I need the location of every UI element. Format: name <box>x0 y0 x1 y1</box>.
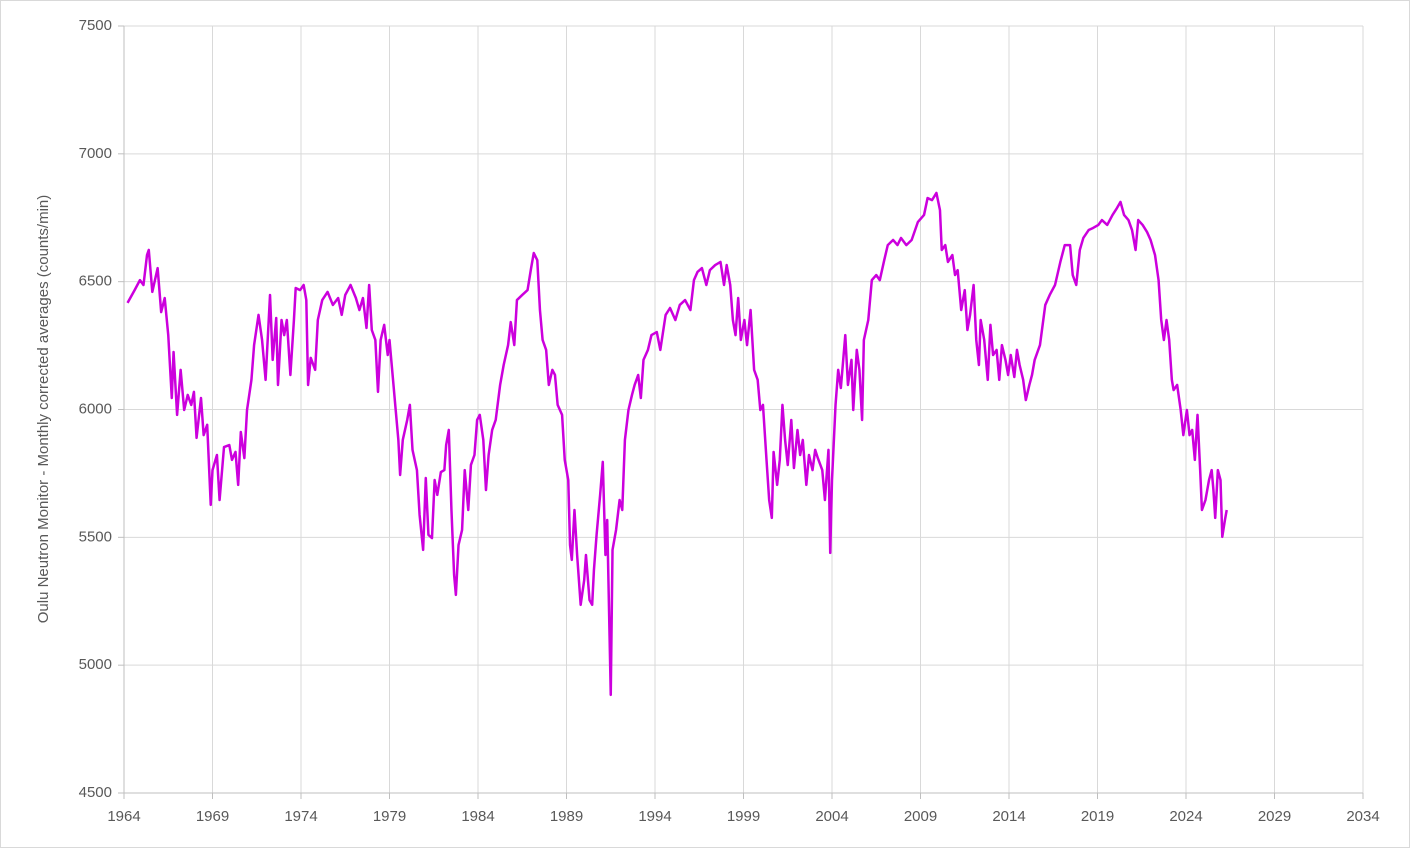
x-tick-label: 2004 <box>815 808 848 825</box>
x-tick-label: 2029 <box>1258 808 1291 825</box>
x-tick-label: 1969 <box>196 808 229 825</box>
y-tick-label: 7000 <box>79 145 112 162</box>
x-tick-label: 1974 <box>284 808 317 825</box>
y-tick-label: 5000 <box>79 656 112 673</box>
x-tick-label: 1964 <box>107 808 140 825</box>
data-line <box>126 191 1228 697</box>
y-tick-label: 6500 <box>79 273 112 290</box>
x-tick-label: 1984 <box>461 808 494 825</box>
y-tick-label: 6000 <box>79 400 112 417</box>
x-tick-label: 2009 <box>904 808 937 825</box>
y-axis-label: Oulu Neutron Monitor - Monthly corrected… <box>35 195 52 624</box>
x-tick-label: 2024 <box>1169 808 1202 825</box>
x-tick-label: 1979 <box>373 808 406 825</box>
x-tick-label: 2034 <box>1346 808 1379 825</box>
x-tick-label: 1994 <box>638 808 671 825</box>
y-tick-label: 4500 <box>79 784 112 801</box>
x-tick-label: 2019 <box>1081 808 1114 825</box>
x-tick-label: 2014 <box>992 808 1025 825</box>
x-tick-label: 1999 <box>727 808 760 825</box>
y-tick-label: 5500 <box>79 528 112 545</box>
x-tick-label: 1989 <box>550 808 583 825</box>
y-tick-label: 7500 <box>79 17 112 34</box>
